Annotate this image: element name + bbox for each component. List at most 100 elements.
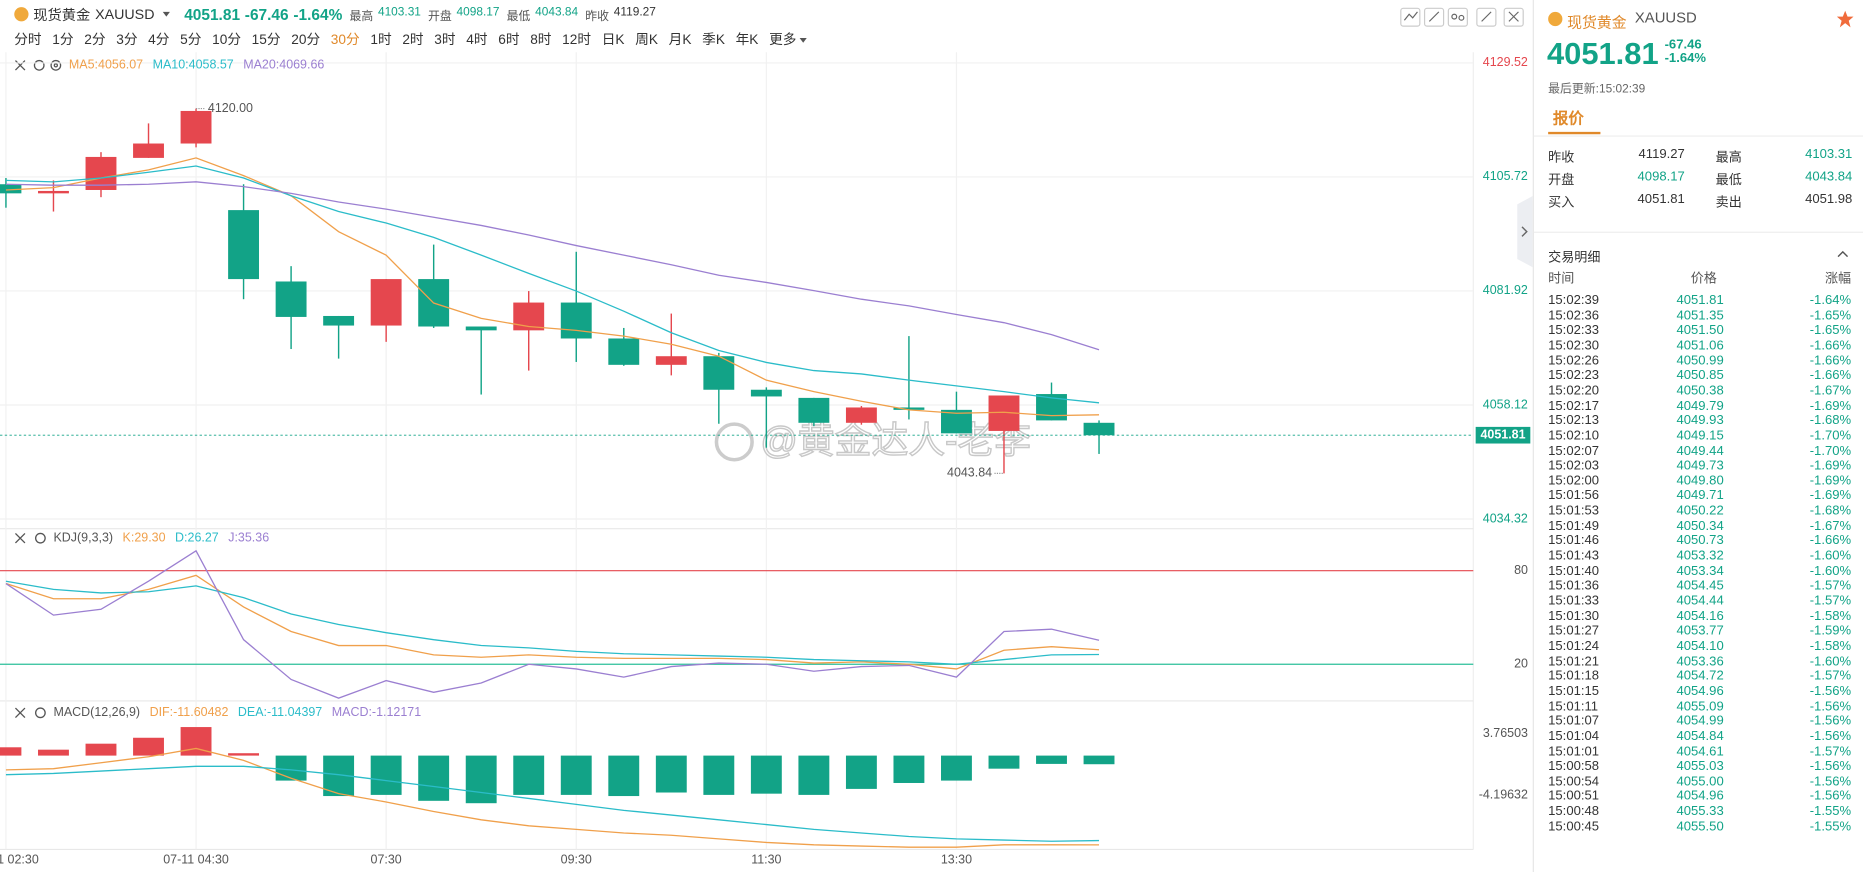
- favorite-star[interactable]: [1836, 10, 1855, 29]
- trade-change: -1.58%: [1809, 639, 1852, 654]
- period-tab[interactable]: 6时: [498, 33, 520, 48]
- trade-price: 4055.00: [1676, 774, 1724, 789]
- tool-icon: [1428, 11, 1440, 22]
- star[interactable]: [1836, 10, 1854, 28]
- period-tab[interactable]: 2时: [402, 33, 424, 48]
- trade-row: 15:01:43 4053.32 -1.60%: [1548, 549, 1851, 564]
- period-tab[interactable]: 8时: [530, 33, 552, 48]
- high-label: 4120.00: [208, 101, 253, 115]
- period-tab[interactable]: 日K: [601, 33, 625, 48]
- period-tab[interactable]: 分时: [14, 33, 42, 48]
- legend-icons[interactable]: [14, 59, 62, 719]
- stat-value: 4098.17: [456, 5, 500, 19]
- period-tab[interactable]: 1分: [52, 33, 74, 48]
- trade-price: 4054.84: [1676, 729, 1724, 744]
- macd-bar: [465, 755, 497, 804]
- trade-row: 15:01:11 4055.09 -1.56%: [1548, 699, 1851, 714]
- period-tab[interactable]: 月K: [668, 33, 692, 48]
- settings-icon[interactable]: [34, 707, 46, 719]
- ma-line: [5, 165, 1100, 404]
- tool-button[interactable]: [1400, 7, 1421, 27]
- settings-icon[interactable]: [34, 532, 46, 544]
- stats: 最高 4103.31 开盘 4098.17 最低 4043.84 昨收 4119.27: [349, 5, 658, 23]
- tool-button[interactable]: [1423, 7, 1445, 27]
- trade-change: -1.55%: [1809, 819, 1852, 834]
- trade-time: 15:01:36: [1548, 578, 1600, 594]
- trade-time: 15:01:24: [1548, 639, 1600, 654]
- macd-bar: [798, 755, 830, 795]
- period-tab[interactable]: 更多: [769, 30, 808, 49]
- update-time: 最后更新:15:02:39: [1548, 83, 1646, 97]
- period-tab[interactable]: 15分: [251, 33, 281, 48]
- candle-body: [370, 279, 402, 326]
- trade-row: 15:01:07 4054.99 -1.56%: [1548, 714, 1851, 729]
- toolbar[interactable]: [1400, 7, 1524, 27]
- tool-button[interactable]: [1476, 7, 1497, 27]
- period-tab[interactable]: 5分: [180, 33, 202, 48]
- macd-bar: [228, 753, 260, 756]
- quote-tab[interactable]: 报价: [1552, 109, 1584, 128]
- quote-value: 4098.17: [1637, 169, 1685, 185]
- trade-price: 4054.44: [1676, 594, 1724, 609]
- collapse-tab[interactable]: [1517, 196, 1533, 268]
- period-tab[interactable]: 4分: [148, 33, 170, 48]
- trade-price: 4051.50: [1676, 323, 1724, 338]
- tool-button[interactable]: [1447, 7, 1468, 27]
- trade-change: -1.70%: [1809, 443, 1852, 458]
- trade-price: 4054.10: [1676, 639, 1724, 654]
- trade-change: -1.56%: [1809, 699, 1852, 714]
- trade-change: -1.57%: [1809, 578, 1852, 594]
- close-icon[interactable]: [14, 532, 26, 544]
- legend-item: MA20:4069.66: [243, 58, 324, 72]
- watermark-icon: [714, 422, 754, 462]
- period-tab[interactable]: 1时: [370, 33, 392, 48]
- settings-icon[interactable]: [33, 59, 45, 71]
- period-tab[interactable]: 4时: [466, 33, 488, 48]
- trade-time: 15:00:45: [1548, 819, 1600, 834]
- period-tab[interactable]: 3分: [116, 33, 138, 48]
- trade-price: 4049.93: [1676, 413, 1724, 428]
- period-tab[interactable]: 周K: [635, 33, 658, 48]
- trade-row: 15:01:21 4053.36 -1.60%: [1548, 654, 1851, 669]
- trade-time: 15:02:26: [1548, 353, 1600, 368]
- trade-change: -1.68%: [1809, 503, 1852, 519]
- trade-change: -1.68%: [1809, 413, 1852, 428]
- trades-list: 时间 价格 涨幅 15:02:39 4051.81 -1.64% 15:02:36 4051.…: [1534, 268, 1863, 872]
- trade-change: -1.65%: [1809, 323, 1852, 338]
- trade-time: 15:01:30: [1548, 609, 1600, 624]
- chevron[interactable]: [1837, 250, 1849, 258]
- trade-price: 4055.03: [1676, 759, 1724, 774]
- close-icon[interactable]: [14, 60, 26, 71]
- dropdown-caret[interactable]: [799, 37, 808, 43]
- candle-body: [941, 409, 972, 434]
- close-icon[interactable]: [14, 707, 26, 719]
- period-tab[interactable]: 12时: [562, 33, 592, 48]
- trade-price: 4050.85: [1676, 368, 1724, 383]
- trade-change: -1.69%: [1809, 458, 1852, 473]
- quote-value: 4043.84: [1805, 169, 1853, 185]
- dropdown-caret[interactable]: [162, 11, 170, 17]
- trade-row: 15:02:20 4050.38 -1.67%: [1548, 384, 1851, 399]
- trade-change: -1.67%: [1809, 518, 1852, 534]
- instrument-symbol[interactable]: XAUUSD: [95, 5, 155, 23]
- candle-body: [465, 326, 497, 331]
- period-tab[interactable]: 季K: [702, 33, 725, 48]
- y-tick-label: 4034.32: [1483, 511, 1528, 525]
- trade-price: 4050.22: [1676, 503, 1724, 519]
- eye-icon[interactable]: [50, 59, 62, 71]
- period-tab[interactable]: 10分: [212, 33, 241, 48]
- period-tab[interactable]: 3时: [434, 33, 456, 48]
- tool-button[interactable]: [1503, 7, 1524, 27]
- collapse-chevron[interactable]: [1836, 248, 1850, 260]
- trade-change: -1.59%: [1809, 624, 1852, 639]
- change-pct: -1.64%: [293, 5, 343, 24]
- quote-label: 昨收: [1548, 150, 1575, 166]
- period-tab[interactable]: 30分: [330, 33, 360, 48]
- period-tab[interactable]: 2分: [84, 33, 106, 48]
- trade-change: -1.56%: [1809, 789, 1852, 804]
- period-tab[interactable]: 年K: [735, 33, 759, 48]
- eye-icon: [53, 63, 59, 68]
- sidebar: 现货黄金 XAUUSD 4051.81 -67.46 -1.64% 最后更新:1…: [1532, 0, 1863, 872]
- trade-change: -1.60%: [1809, 563, 1852, 579]
- period-tab[interactable]: 20分: [291, 33, 321, 48]
